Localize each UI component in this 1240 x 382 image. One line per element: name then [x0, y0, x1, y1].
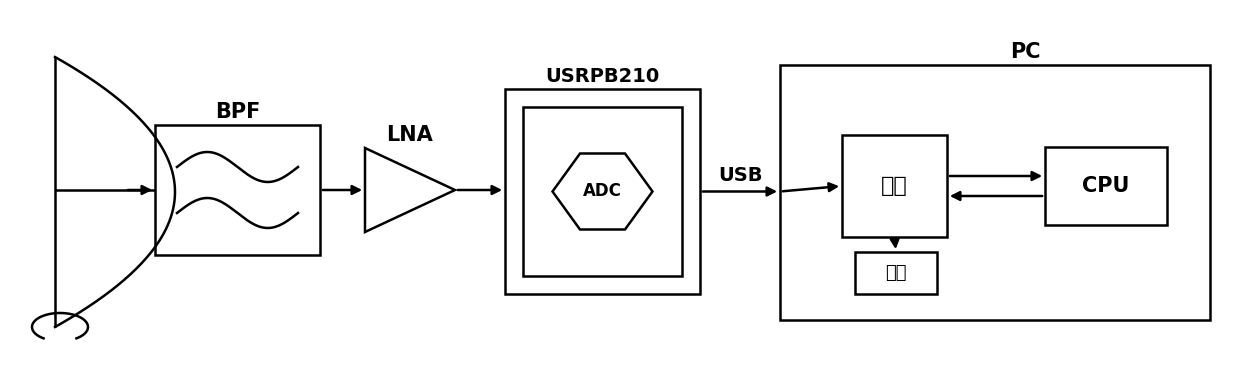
Bar	[505, 89, 701, 294]
Bar	[842, 135, 947, 237]
Text: 内存: 内存	[882, 176, 908, 196]
Text: ADC: ADC	[583, 183, 622, 201]
Text: LNA: LNA	[387, 125, 433, 145]
Text: CPU: CPU	[1083, 176, 1130, 196]
Text: PC: PC	[1009, 42, 1040, 62]
Bar	[155, 125, 320, 255]
Bar	[780, 65, 1210, 320]
Text: USRPB210: USRPB210	[546, 66, 660, 86]
Bar	[523, 107, 682, 276]
Text: USB: USB	[718, 166, 763, 185]
Bar	[856, 252, 937, 294]
Text: BPF: BPF	[215, 102, 260, 122]
Text: 硬盘: 硬盘	[885, 264, 906, 282]
Bar	[1045, 147, 1167, 225]
